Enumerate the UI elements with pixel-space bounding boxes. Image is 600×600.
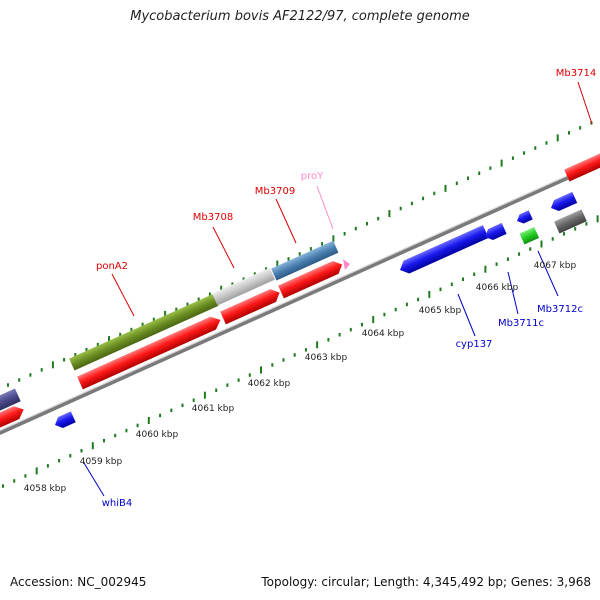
- gene-label-Mb3711c: Mb3711c: [498, 318, 544, 329]
- ruler-label: 4067 kbp: [534, 261, 577, 271]
- accession-text: Accession: NC_002945: [10, 575, 147, 589]
- gene-red-mb3708[interactable]: [220, 286, 282, 325]
- inner-tick-track: [2, 215, 599, 488]
- gene-label-cyp137: cyp137: [456, 339, 493, 350]
- gene-slate-fragment[interactable]: [0, 388, 21, 414]
- gene-Mb3712c[interactable]: [519, 226, 540, 245]
- leader-lines: [83, 81, 593, 497]
- gene-label-whiB4: whiB4: [102, 498, 133, 509]
- gene-label-Mb3714: Mb3714: [556, 68, 596, 79]
- backbone: [0, 160, 600, 435]
- gene-label-Mb3708: Mb3708: [193, 212, 233, 223]
- ruler-label: 4062 kbp: [248, 379, 291, 389]
- gene-proY[interactable]: [343, 259, 350, 270]
- ruler-label: 4063 kbp: [305, 353, 348, 363]
- gene-label-Mb3709: Mb3709: [255, 186, 295, 197]
- ruler-label: 4059 kbp: [80, 457, 123, 467]
- ruler-label: 4064 kbp: [362, 329, 405, 339]
- gene-label-proY: proY: [301, 171, 324, 182]
- gene-gray-right[interactable]: [554, 209, 587, 234]
- gene-blue-right[interactable]: [549, 191, 578, 214]
- gene-red-long[interactable]: [77, 313, 223, 390]
- reverse-genes: [53, 191, 587, 430]
- gene-Mb3708[interactable]: [212, 267, 275, 306]
- gene-ponA2[interactable]: [69, 293, 219, 371]
- gene-blue-small[interactable]: [515, 210, 533, 225]
- gene-red-fragment-left[interactable]: [0, 403, 27, 431]
- gene-label-Mb3712c: Mb3712c: [537, 304, 583, 315]
- ruler-label: 4061 kbp: [192, 404, 235, 414]
- ruler-labels: 4058 kbp 4059 kbp 4060 kbp 4061 kbp 4062…: [24, 261, 577, 494]
- gene-Mb3709[interactable]: [271, 240, 339, 281]
- gene-Mb3714[interactable]: [564, 151, 600, 182]
- gene-cyp137[interactable]: [397, 225, 489, 276]
- gene-label-ponA2: ponA2: [96, 261, 128, 272]
- forward-genes: [0, 151, 600, 431]
- gene-Mb3711c[interactable]: [483, 222, 507, 243]
- outer-tick-track: [7, 121, 593, 387]
- gene-red-mb3709[interactable]: [278, 258, 345, 299]
- map-title: Mycobacterium bovis AF2122/97, complete …: [130, 9, 470, 24]
- ruler-label: 4060 kbp: [136, 430, 179, 440]
- ruler-label: 4058 kbp: [24, 484, 67, 494]
- ruler-label: 4065 kbp: [419, 306, 462, 316]
- gene-whiB4[interactable]: [53, 411, 76, 430]
- ruler-label: 4066 kbp: [476, 283, 519, 293]
- genome-stats-text: Topology: circular; Length: 4,345,492 bp…: [261, 575, 591, 589]
